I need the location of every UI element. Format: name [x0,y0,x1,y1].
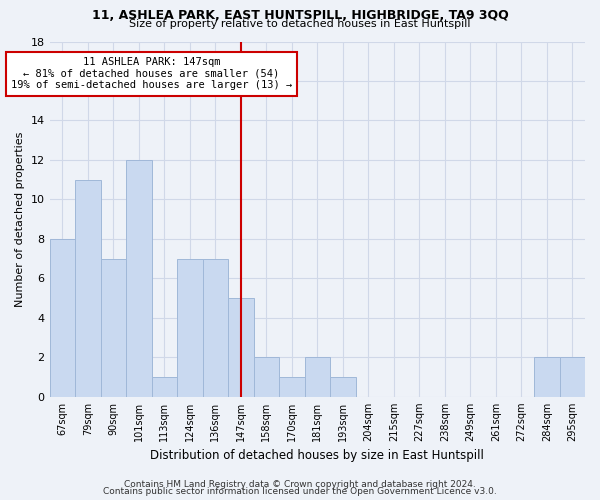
Text: 11, ASHLEA PARK, EAST HUNTSPILL, HIGHBRIDGE, TA9 3QQ: 11, ASHLEA PARK, EAST HUNTSPILL, HIGHBRI… [92,9,508,22]
Bar [279,377,305,397]
Bar [101,258,126,397]
Text: 11 ASHLEA PARK: 147sqm
← 81% of detached houses are smaller (54)
19% of semi-det: 11 ASHLEA PARK: 147sqm ← 81% of detached… [11,58,292,90]
Y-axis label: Number of detached properties: Number of detached properties [15,132,25,307]
Bar [330,377,356,397]
Bar [152,377,177,397]
Text: Contains public sector information licensed under the Open Government Licence v3: Contains public sector information licen… [103,487,497,496]
Bar [177,258,203,397]
X-axis label: Distribution of detached houses by size in East Huntspill: Distribution of detached houses by size … [151,450,484,462]
Bar [254,358,279,397]
Bar [560,358,585,397]
Bar [75,180,101,397]
Bar [534,358,560,397]
Bar [228,298,254,397]
Bar [50,239,75,397]
Text: Size of property relative to detached houses in East Huntspill: Size of property relative to detached ho… [129,19,471,29]
Bar [203,258,228,397]
Bar [305,358,330,397]
Bar [126,160,152,397]
Text: Contains HM Land Registry data © Crown copyright and database right 2024.: Contains HM Land Registry data © Crown c… [124,480,476,489]
